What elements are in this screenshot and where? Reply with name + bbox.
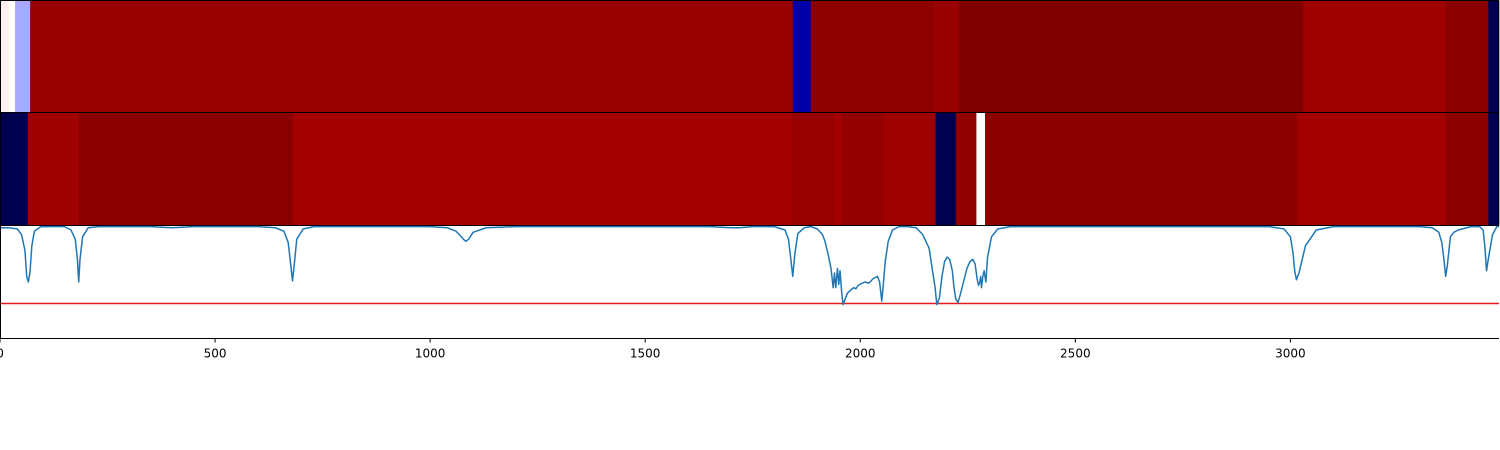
- heatmap-bottom-cell-1: [27, 112, 80, 226]
- heatmap-top-cell-9: [1445, 0, 1489, 113]
- heatmap-bottom-cell-5: [834, 112, 843, 226]
- x-tick-label: 1500: [630, 347, 661, 361]
- heatmap-bottom-cell-4: [792, 112, 835, 226]
- heatmap-top-cell-3: [30, 0, 794, 113]
- heatmap-bottom-cell-7: [881, 112, 936, 226]
- heatmap-top-cell-8: [1303, 0, 1446, 113]
- series-line-0: [0, 225, 1499, 306]
- x-tick-label: 2500: [1060, 347, 1091, 361]
- heatmap-top-cell-10: [1488, 0, 1500, 113]
- heatmap-bottom-cell-11: [985, 112, 1298, 226]
- heatmap-bottom-cell-14: [1488, 112, 1500, 226]
- heatmap-bottom-cell-10: [976, 112, 986, 226]
- heatmap-top-cell-1: [8, 0, 16, 113]
- x-axis: 0 500 1000 1500 2000 2500 3000: [0, 338, 1306, 361]
- heatmap-top-cell-7: [959, 0, 1304, 113]
- heatmap-top-cell-4: [792, 0, 812, 113]
- heatmap-bottom-cell-12: [1296, 112, 1446, 226]
- heatmap-top-cell-5: [810, 0, 935, 113]
- heatmap-top-cell-0: [0, 0, 9, 113]
- heatmap-bottom-cell-3: [292, 112, 794, 226]
- x-tick-label: 0: [0, 347, 4, 361]
- line-plot: [0, 225, 1499, 339]
- x-tick-label: 1000: [415, 347, 446, 361]
- heatmap-bottom-frame: [0, 112, 1499, 226]
- heatmap-bottom-cell-6: [842, 112, 883, 226]
- heatmap-bottom-cell-13: [1445, 112, 1489, 226]
- heatmap-bottom-cell-2: [78, 112, 293, 226]
- heatmap-bottom-cell-0: [0, 112, 29, 226]
- heatmap-bottom: [0, 112, 1500, 226]
- heatmap-top-cell-2: [15, 0, 31, 113]
- heatmap-bottom-cell-8: [935, 112, 957, 226]
- heatmap-bottom-cell-9: [955, 112, 977, 226]
- x-tick-label: 2000: [845, 347, 876, 361]
- x-tick-label: 3000: [1275, 347, 1306, 361]
- x-tick-label: 500: [204, 347, 227, 361]
- heatmap-top-cell-6: [934, 0, 960, 113]
- heatmap-top: [0, 0, 1500, 113]
